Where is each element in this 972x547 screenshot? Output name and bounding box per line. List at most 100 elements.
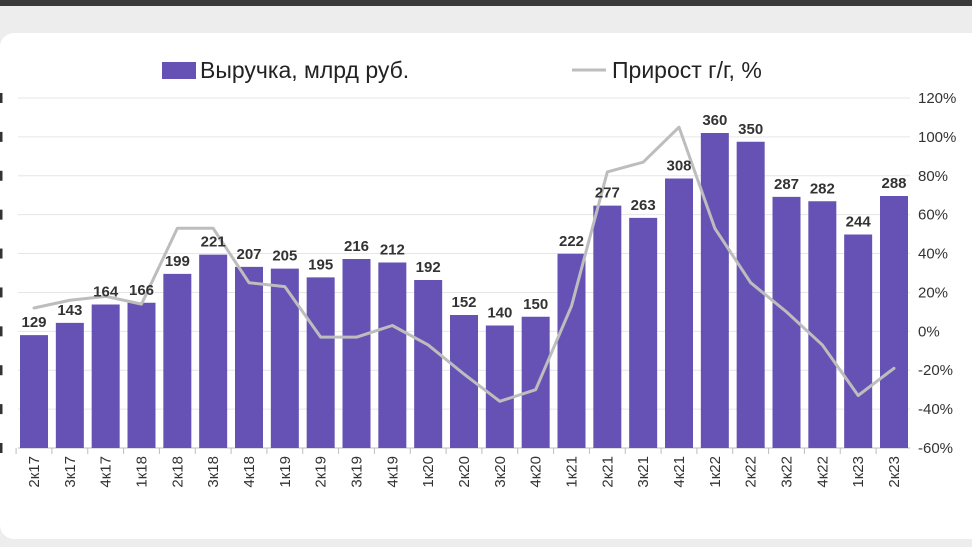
x-tick-label: 2к17	[26, 456, 43, 488]
x-tick-label: 1к20	[420, 456, 437, 488]
growth-line	[32, 125, 896, 403]
revenue-bar	[127, 302, 156, 448]
x-tick-label: 1к23	[850, 456, 867, 488]
x-tick-label: 3к19	[349, 456, 366, 488]
revenue-bar	[20, 335, 48, 448]
bar-value-label: 192	[416, 259, 441, 276]
bar-value-label: 350	[738, 121, 763, 138]
revenue-bar	[378, 262, 407, 448]
x-tick-label: 4к20	[528, 456, 545, 488]
bar-value-label: 244	[846, 214, 872, 231]
bar-value-label: 222	[559, 233, 584, 250]
x-tick-label: 1к19	[277, 456, 294, 488]
x-tick-label: 1к21	[564, 456, 581, 488]
x-tick-label: 4к19	[384, 456, 401, 488]
revenue-bar	[270, 268, 299, 448]
revenue-bar	[55, 322, 84, 448]
x-tick-label: 2к18	[169, 456, 186, 488]
left-tick-fragment	[0, 209, 3, 220]
bar-value-label: 207	[236, 246, 261, 263]
x-tick-label: 3к18	[205, 456, 222, 488]
right-tick-label: 0%	[918, 323, 940, 340]
legend-bar-label: Выручка, млрд руб.	[200, 57, 409, 83]
revenue-bar	[163, 273, 192, 448]
left-tick-fragment	[0, 131, 3, 142]
bar-value-label: 263	[631, 197, 656, 214]
bar-value-label: 221	[201, 234, 226, 251]
revenue-bar	[665, 178, 693, 448]
revenue-bar	[521, 316, 550, 448]
left-tick-fragment	[0, 170, 3, 181]
x-tick-label: 2к22	[743, 456, 760, 488]
bar-value-label: 129	[21, 314, 46, 331]
chart-legend: Выручка, млрд руб. Прирост г/г, %	[162, 57, 762, 83]
bar-value-label: 360	[702, 112, 727, 129]
bar-value-label: 308	[666, 158, 691, 175]
bar-series	[20, 133, 908, 448]
x-tick-label: 4к22	[814, 456, 831, 488]
bar-value-label: 212	[380, 242, 405, 259]
x-tick-label: 2к23	[886, 456, 903, 488]
revenue-bar	[629, 217, 658, 448]
bar-value-label: 195	[308, 256, 333, 273]
bar-value-label: 287	[774, 176, 799, 193]
right-tick-label: 40%	[918, 246, 948, 263]
right-tick-label: 120%	[918, 90, 956, 107]
bar-value-label: 164	[93, 284, 119, 301]
x-tick-label: 3к17	[62, 456, 79, 488]
right-tick-label: -60%	[918, 440, 953, 457]
right-tick-label: 60%	[918, 207, 948, 224]
revenue-bar	[736, 141, 765, 448]
x-tick-label: 2к19	[313, 456, 330, 488]
bar-value-label: 216	[344, 238, 369, 255]
left-tick-fragment	[0, 93, 3, 103]
revenue-bar	[700, 133, 729, 448]
left-tick-fragment	[0, 365, 3, 376]
right-tick-label: 80%	[918, 168, 948, 185]
revenue-bar	[306, 277, 335, 448]
revenue-bar	[342, 259, 371, 448]
revenue-bar	[593, 205, 622, 448]
left-axis	[0, 93, 3, 453]
revenue-bar	[844, 234, 873, 448]
revenue-bar	[880, 196, 908, 448]
x-tick-label: 1к18	[134, 456, 151, 488]
x-tick-label: 1к22	[707, 456, 724, 488]
right-tick-label: -40%	[918, 401, 953, 418]
x-tick-label: 2к21	[599, 456, 616, 488]
left-tick-fragment	[0, 248, 3, 259]
bar-value-label: 152	[451, 294, 476, 311]
legend-line-label: Прирост г/г, %	[612, 57, 762, 83]
x-tick-label: 4к21	[671, 456, 688, 488]
top-dark-strip	[0, 0, 972, 6]
right-axis: 120% 100% 80% 60% 40% 20% 0% -20% -40% -60%	[918, 90, 956, 457]
left-tick-fragment	[0, 404, 3, 415]
legend-bar-swatch	[162, 62, 196, 79]
x-axis: 2к17 3к17 4к17 1к18 2к18 3к18 4к18 1к19 2к19 3к19…	[15, 448, 903, 488]
bar-value-label: 205	[272, 248, 297, 265]
revenue-bar	[557, 253, 586, 448]
left-tick-fragment	[0, 287, 3, 298]
bar-value-label: 150	[523, 296, 548, 313]
bar-value-label: 143	[57, 302, 82, 319]
x-tick-label: 3к21	[635, 456, 652, 488]
bar-value-label: 166	[129, 282, 154, 299]
revenue-bar	[235, 266, 263, 448]
right-tick-label: 20%	[918, 284, 948, 301]
x-tick-label: 3к22	[779, 456, 796, 488]
bar-value-label: 140	[487, 305, 512, 322]
x-tick-label: 2к20	[456, 456, 473, 488]
left-tick-fragment	[0, 326, 3, 337]
x-tick-label: 4к18	[241, 456, 258, 488]
data-labels: 129 143 164 166 199 221 207 205 195 216 212 192 152 1…	[21, 112, 906, 331]
growth-line-series	[32, 125, 896, 403]
bar-value-label: 288	[881, 175, 906, 192]
x-tick-label: 3к20	[492, 456, 509, 488]
revenue-bar	[414, 280, 443, 448]
bar-value-label: 199	[165, 253, 190, 270]
bar-value-label: 282	[810, 180, 835, 197]
bar-value-label: 277	[595, 185, 620, 202]
right-tick-label: 100%	[918, 129, 956, 146]
revenue-bar	[485, 325, 514, 448]
